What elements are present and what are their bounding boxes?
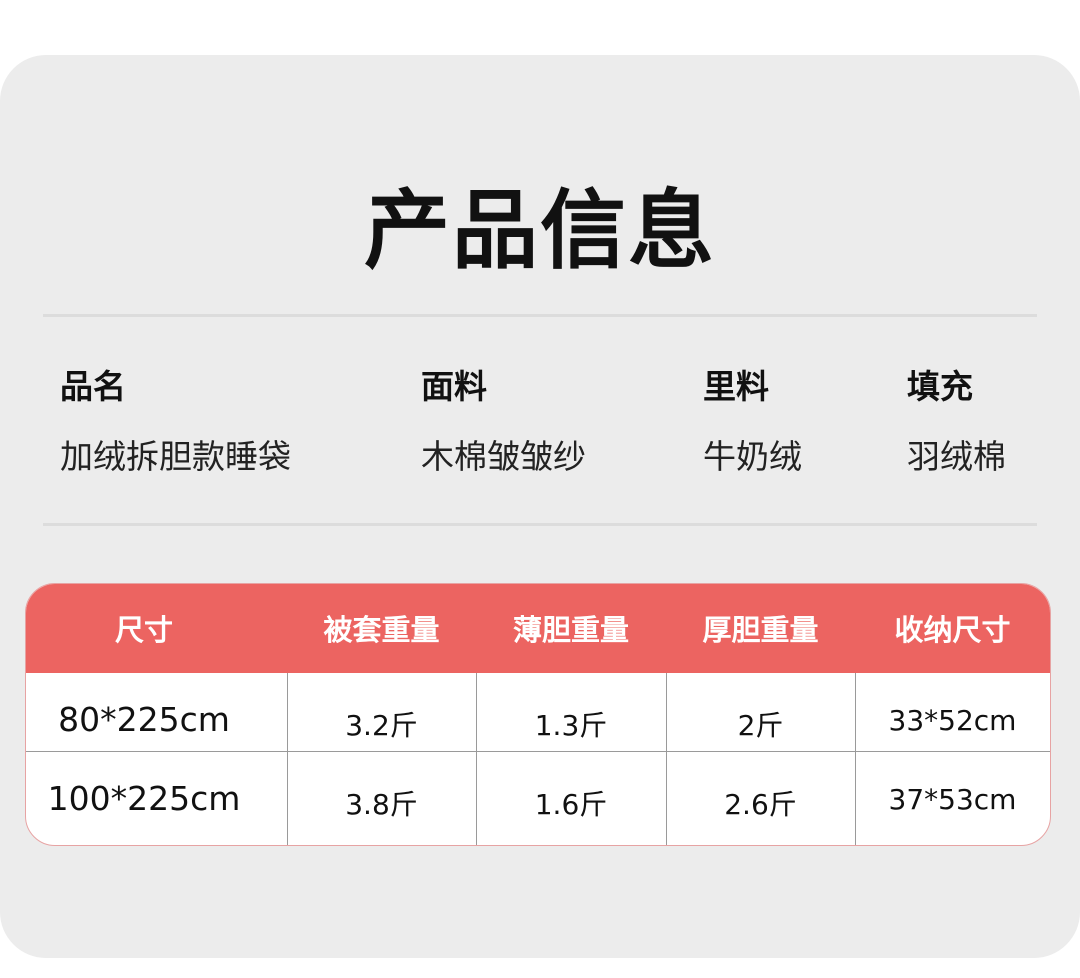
- cell: 100*225cm: [47, 779, 241, 818]
- cell: 80*225cm: [58, 700, 230, 739]
- size-table: 尺寸 被套重量 薄胆重量 厚胆重量 收纳尺寸 80*225cm 3.2斤 1.3…: [25, 583, 1051, 846]
- cell: 3.2斤: [345, 709, 418, 742]
- info-item-fabric: 面料 木棉皱皱纱: [421, 365, 586, 479]
- cell: 2.6斤: [724, 788, 797, 821]
- cell: 1.6斤: [534, 788, 608, 821]
- info-value: 牛奶绒: [703, 437, 802, 476]
- info-value: 羽绒棉: [907, 437, 1006, 476]
- header-cover-weight: 被套重量: [323, 613, 440, 647]
- cell: 1.3斤: [534, 709, 608, 742]
- column-divider: [666, 673, 667, 845]
- header-thin-insert-weight: 薄胆重量: [512, 613, 629, 647]
- info-value: 加绒拆胆款睡袋: [60, 437, 291, 476]
- info-label: 面料: [421, 367, 487, 406]
- cell: 2斤: [737, 709, 784, 742]
- info-item-lining: 里料 牛奶绒: [703, 365, 802, 479]
- info-item-name: 品名 加绒拆胆款睡袋: [60, 365, 291, 479]
- column-divider: [476, 673, 477, 845]
- page-title: 产品信息: [364, 181, 716, 281]
- row-divider: [26, 751, 1050, 752]
- divider: [43, 314, 1037, 317]
- column-divider: [855, 673, 856, 845]
- info-label: 品名: [60, 367, 126, 406]
- header-thick-insert-weight: 厚胆重量: [702, 613, 819, 647]
- cell: 3.8斤: [345, 788, 418, 821]
- info-label: 里料: [703, 367, 769, 406]
- info-value: 木棉皱皱纱: [421, 437, 586, 476]
- cell: 33*52cm: [888, 704, 1017, 737]
- header-storage-size: 收纳尺寸: [894, 613, 1011, 647]
- column-divider: [287, 673, 288, 845]
- header-size: 尺寸: [114, 613, 173, 647]
- table-header: 尺寸 被套重量 薄胆重量 厚胆重量 收纳尺寸: [26, 584, 1050, 673]
- cell: 37*53cm: [888, 783, 1017, 816]
- info-item-filling: 填充 羽绒棉: [907, 365, 1006, 479]
- info-label: 填充: [907, 367, 973, 406]
- divider: [43, 523, 1037, 526]
